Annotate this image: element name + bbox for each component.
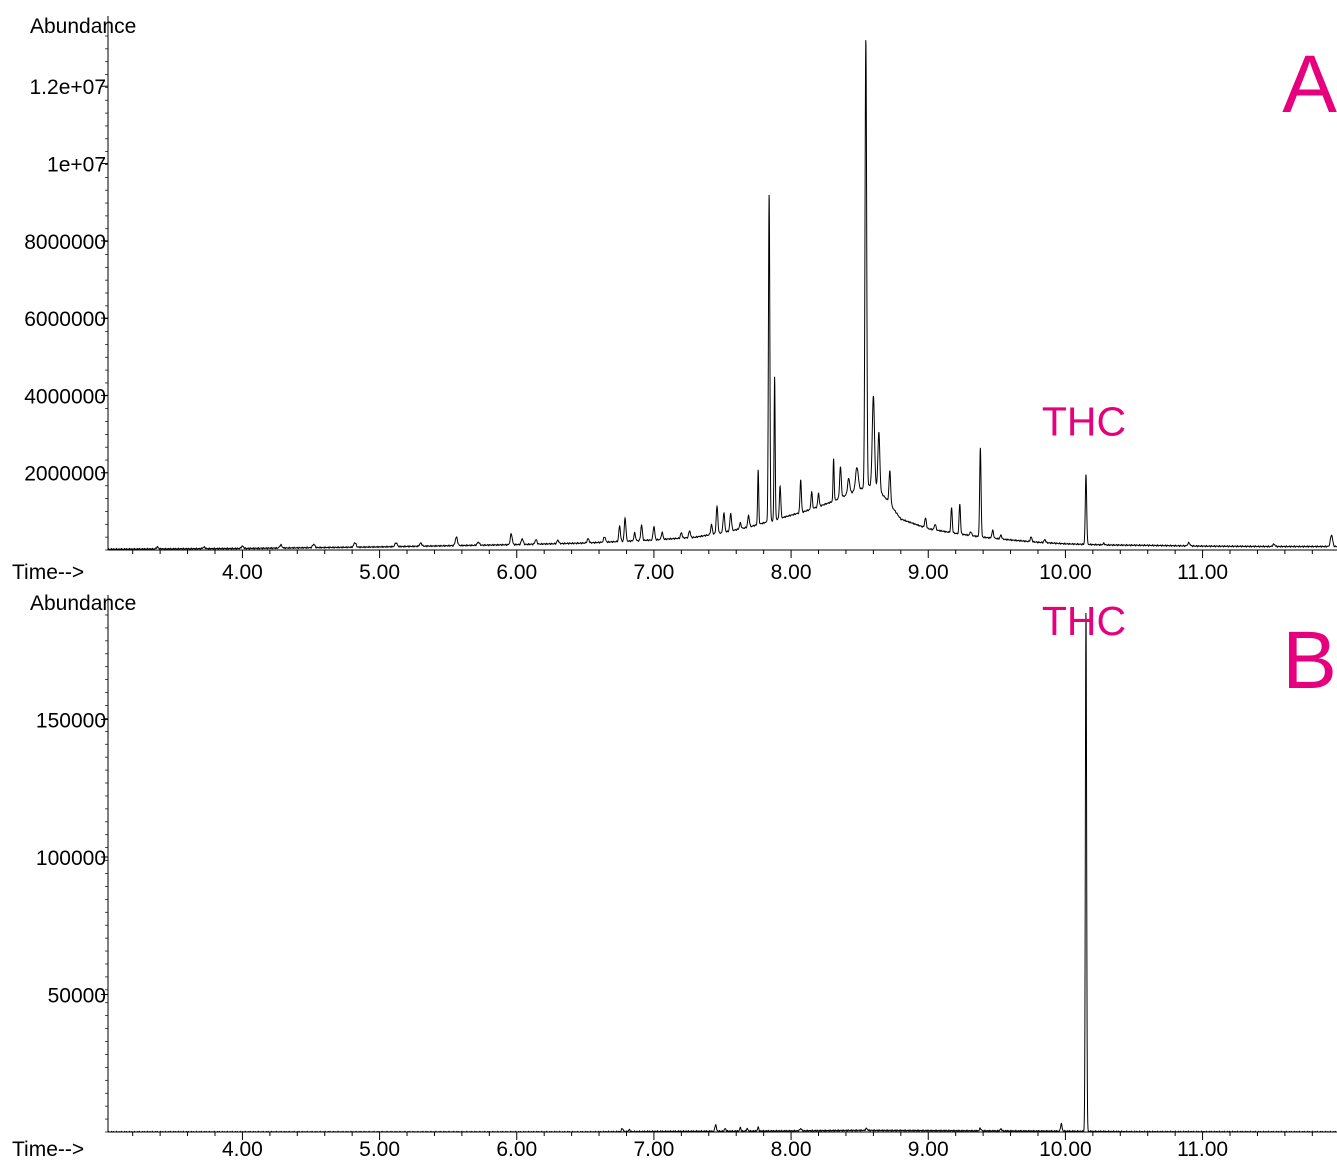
x-tick-label: 5.00 [359,561,400,584]
y-tick-label: 8000000 [24,231,106,254]
y-tick-label: 150000 [36,710,106,733]
panel-label: B [1282,615,1337,706]
peak-annotation-thc: THC [1042,399,1126,445]
y-axis-title: Abundance [30,15,136,38]
x-tick-label: 8.00 [771,1138,812,1161]
chromatogram-trace [107,40,1337,551]
x-tick-label: 9.00 [908,1138,949,1161]
y-tick-label: 6000000 [24,308,106,331]
x-axis-title: Time--> [12,1138,84,1161]
y-axis-title: Abundance [30,592,136,615]
x-tick-label: 9.00 [908,561,949,584]
x-tick-label: 10.00 [1039,561,1092,584]
panel-a: 4.00 5.00 6.00 7.00 8.00 9.00 10.00 11.00 200000… [12,15,1337,584]
y-tick-label: 4000000 [24,385,106,408]
x-tick-label: 10.00 [1039,1138,1092,1161]
panel-label: A [1282,39,1337,130]
x-tick-label: 4.00 [222,561,263,584]
peak-annotation-thc: THC [1042,598,1126,644]
x-tick-label: 4.00 [222,1138,263,1161]
panel-b: 4.00 5.00 6.00 7.00 8.00 9.00 10.00 11.00 50000 1… [12,592,1337,1161]
y-tick-label: 1e+07 [47,154,106,177]
y-tick-label: 100000 [36,847,106,870]
x-tick-label: 5.00 [359,1138,400,1161]
x-tick-label: 6.00 [496,1138,537,1161]
x-tick-label: 7.00 [633,1138,674,1161]
x-axis-title: Time--> [12,561,84,584]
x-tick-label: 11.00 [1177,1138,1228,1161]
x-tick-label: 11.00 [1177,561,1228,584]
y-tick-label: 2000000 [24,463,106,486]
chromatogram-trace [107,612,1337,1133]
x-tick-label: 7.00 [633,561,674,584]
y-tick-label: 1.2e+07 [30,76,107,99]
x-tick-label: 8.00 [771,561,812,584]
y-tick-label: 50000 [48,985,106,1008]
x-tick-label: 6.00 [496,561,537,584]
